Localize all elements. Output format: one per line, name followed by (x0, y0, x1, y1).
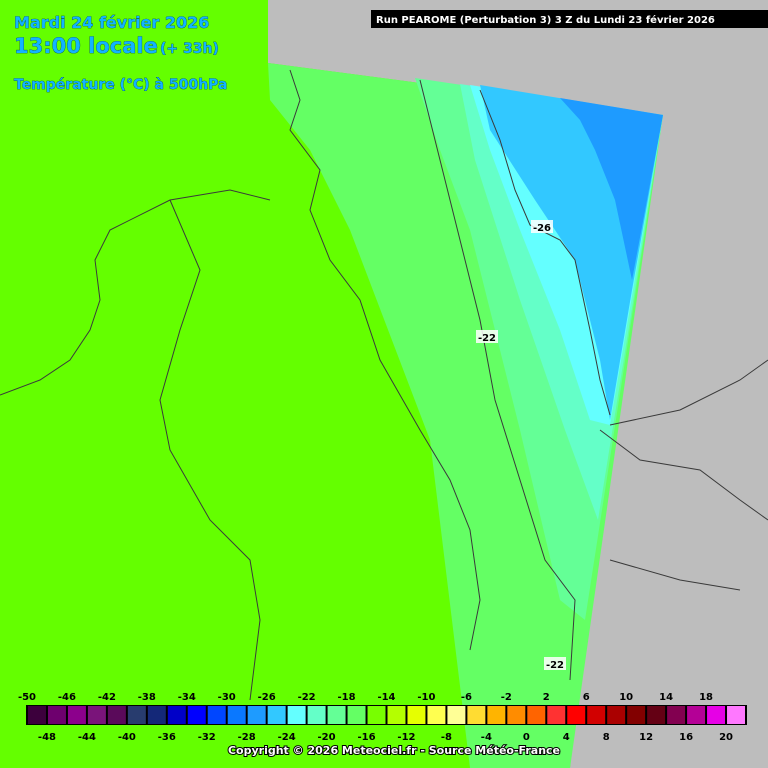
legend-swatch (607, 706, 626, 724)
contour-label-bg (531, 220, 553, 233)
legend-tick-label: -24 (278, 732, 296, 743)
legend-swatch (507, 706, 526, 724)
legend-tick-label: 18 (699, 692, 713, 703)
legend-swatch (627, 706, 646, 724)
contour-label: -26 (533, 223, 551, 234)
legend-swatch (28, 706, 46, 724)
legend-swatch (67, 706, 86, 724)
legend-tick-label: 6 (583, 692, 590, 703)
legend-swatch (667, 706, 686, 724)
legend-swatch (647, 706, 666, 724)
legend-swatch (287, 706, 306, 724)
legend-tick-label: -16 (357, 732, 375, 743)
contour-label-bg (544, 657, 566, 670)
legend-swatch (367, 706, 386, 724)
contour-labels: -26 -22 -22 (476, 220, 566, 671)
contour-label-bg (476, 330, 498, 343)
border-line (479, 89, 768, 426)
legend-tick-label: 0 (523, 732, 530, 743)
time: 13:00 locale (14, 34, 158, 58)
legend-tick-label: -40 (118, 732, 136, 743)
legend-swatch (327, 706, 346, 724)
legend-tick-label: -48 (38, 732, 56, 743)
contour-label: -22 (478, 333, 496, 344)
contour-label: -22 (546, 660, 564, 671)
border-line (159, 199, 261, 701)
legend-tick-label: -44 (78, 732, 96, 743)
legend-swatch (427, 706, 446, 724)
legend-tick-label: 8 (603, 732, 610, 743)
legend-swatch (447, 706, 466, 724)
legend-swatch (87, 706, 106, 724)
legend-tick-label: 4 (563, 732, 570, 743)
legend-swatch (687, 706, 706, 724)
legend-tick-label: -12 (397, 732, 415, 743)
lead-time: (+ 33h) (160, 41, 219, 57)
legend-tick-label: 12 (639, 732, 653, 743)
legend-swatch (227, 706, 246, 724)
legend-swatch (467, 706, 486, 724)
legend-tick-label: -30 (218, 692, 236, 703)
legend-swatch (387, 706, 406, 724)
legend-swatch (587, 706, 606, 724)
legend-swatch (127, 706, 146, 724)
legend-tick-label: 14 (659, 692, 673, 703)
legend-swatch (207, 706, 226, 724)
field-band (560, 98, 663, 280)
legend-swatch (247, 706, 266, 724)
legend-swatch (167, 706, 186, 724)
legend-tick-label: -20 (318, 732, 336, 743)
legend-frame (26, 705, 747, 725)
legend-swatch (147, 706, 166, 724)
legend-swatch (527, 706, 546, 724)
legend-tick-label: 20 (719, 732, 733, 743)
legend-swatch (187, 706, 206, 724)
legend-swatch (707, 706, 726, 724)
legend-swatch (487, 706, 506, 724)
legend-tick-label: -14 (377, 692, 395, 703)
legend-swatch (547, 706, 566, 724)
legend-tick-label: -18 (338, 692, 356, 703)
legend-tick-label: 10 (619, 692, 633, 703)
legend-swatch (307, 706, 326, 724)
legend-swatch (267, 706, 286, 724)
legend-tick-label: -50 (18, 692, 36, 703)
legend-tick-label: 16 (679, 732, 693, 743)
legend-tick-label: -22 (298, 692, 316, 703)
parameter: Température (°C) à 500hPa (14, 77, 227, 93)
legend-tick-label: -32 (198, 732, 216, 743)
legend-swatch (567, 706, 586, 724)
color-legend: -50-48-46-44-42-40-38-36-34-32-30-28-26-… (18, 692, 747, 743)
legend-tick-label: -46 (58, 692, 76, 703)
legend-swatch (347, 706, 366, 724)
legend-swatch (47, 706, 66, 724)
run-info: Run PEAROME (Perturbation 3) 3 Z du Lund… (376, 14, 715, 26)
legend-tick-label: -4 (481, 732, 492, 743)
legend-tick-label: -26 (258, 692, 276, 703)
legend-tick-label: -8 (441, 732, 452, 743)
border-line (599, 429, 768, 591)
legend-tick-label: -6 (461, 692, 472, 703)
legend-tick-label: 2 (543, 692, 550, 703)
legend-tick-label: -42 (98, 692, 116, 703)
legend-swatch (727, 706, 745, 724)
border-line (289, 69, 481, 651)
legend-tick-label: -34 (178, 692, 196, 703)
legend-tick-label: -10 (417, 692, 435, 703)
legend-swatch (107, 706, 126, 724)
legend-tick-label: -28 (238, 732, 256, 743)
legend-tick-label: -36 (158, 732, 176, 743)
run-box (371, 10, 768, 28)
legend-swatch (407, 706, 426, 724)
copyright: Copyright © 2026 Meteociel.fr - Source M… (228, 744, 560, 757)
date: Mardi 24 février 2026 (14, 13, 209, 32)
coastline (0, 189, 271, 396)
legend-tick-label: -38 (138, 692, 156, 703)
legend-tick-label: -2 (501, 692, 512, 703)
border-line (419, 79, 576, 681)
